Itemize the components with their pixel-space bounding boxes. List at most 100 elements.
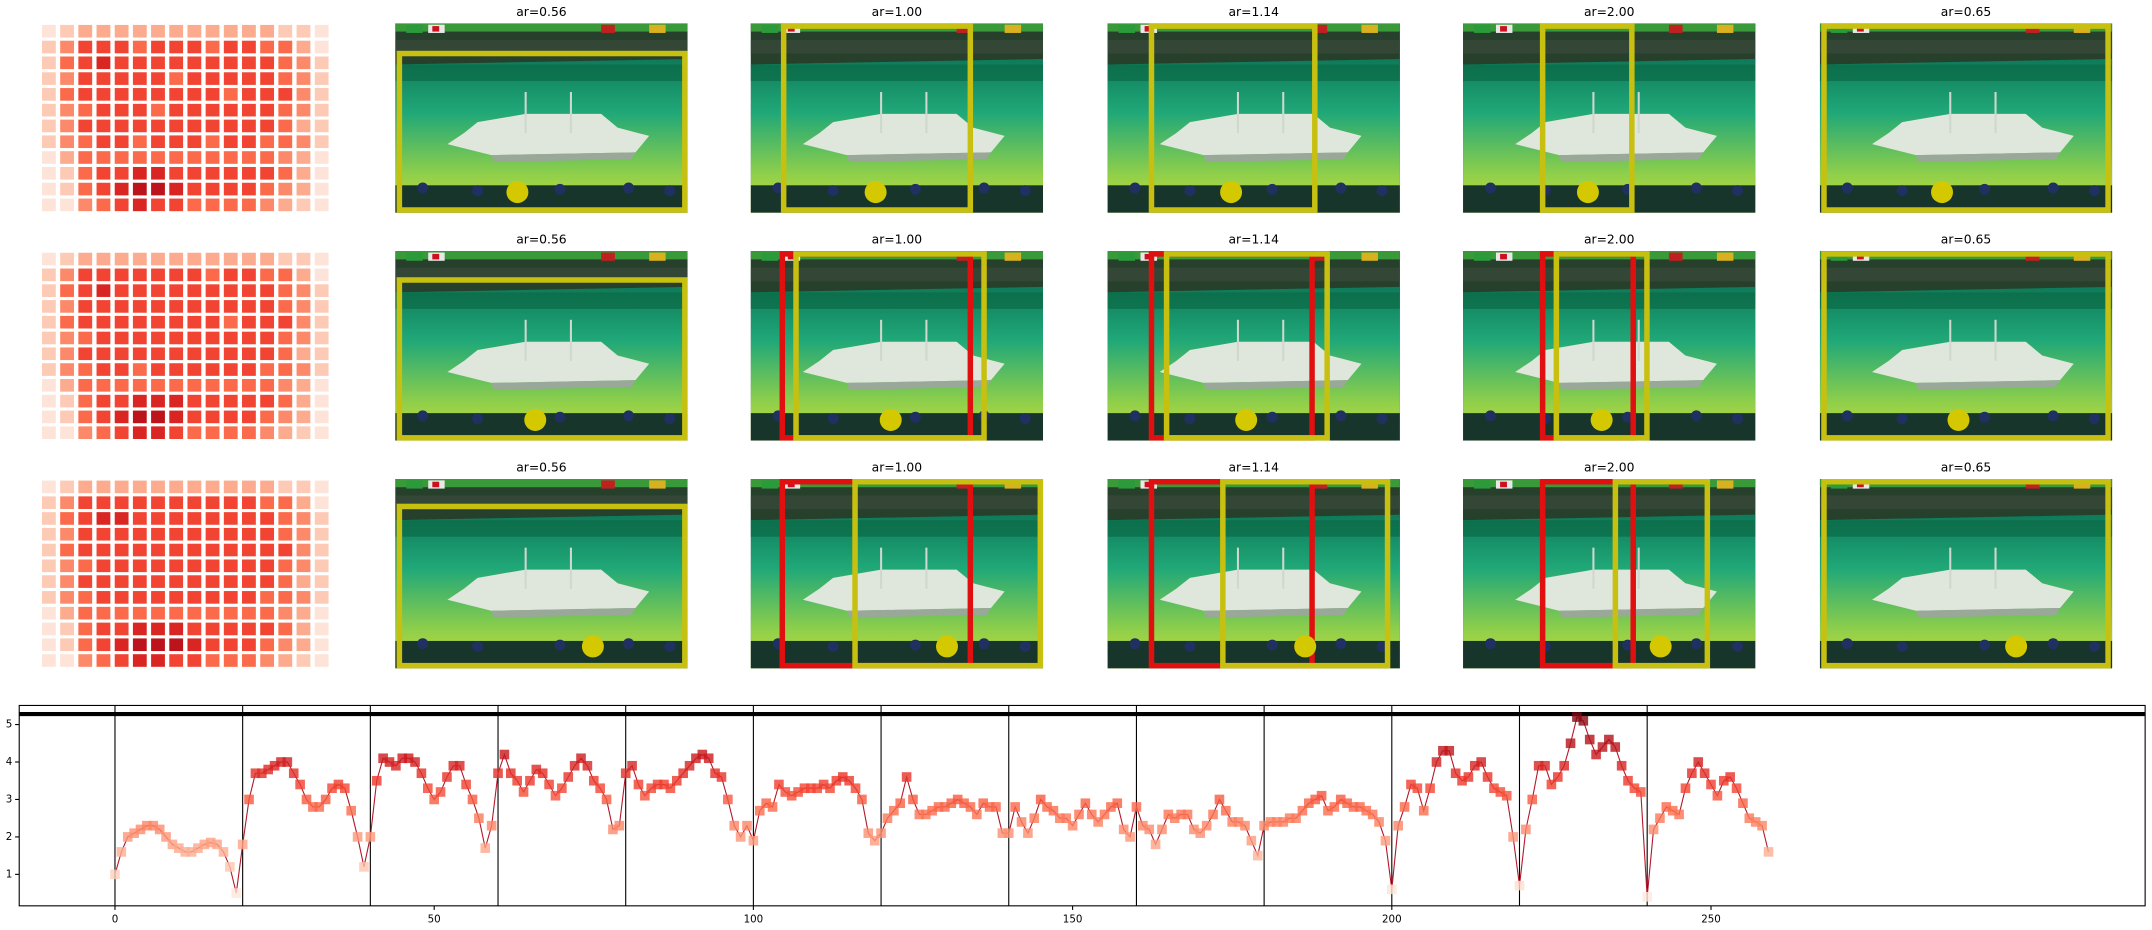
heatmap-cell	[132, 575, 147, 588]
heatmap-cell	[223, 496, 238, 509]
heatmap-cell	[60, 268, 74, 282]
heatmap-cell	[260, 347, 275, 361]
point	[1074, 809, 1084, 820]
heatmap-cell	[223, 119, 238, 133]
point	[1635, 787, 1646, 797]
marker-dot	[864, 181, 887, 204]
heatmap-cell	[151, 56, 165, 70]
point	[952, 794, 963, 805]
heatmap-cell	[242, 198, 256, 212]
heatmap-cell	[96, 363, 111, 376]
heatmap-cell	[169, 410, 184, 424]
point	[231, 888, 242, 898]
heatmap-cell	[296, 410, 311, 424]
point	[767, 802, 778, 812]
heatmap-cell	[41, 268, 56, 282]
heatmap-cell	[205, 379, 220, 392]
point	[1355, 802, 1365, 812]
heatmap-cell	[78, 151, 93, 164]
heatmap-cell	[242, 24, 256, 38]
point	[1744, 813, 1755, 823]
heatmap-cell	[223, 606, 238, 620]
point	[1035, 794, 1046, 805]
heatmap-cell	[60, 103, 74, 117]
heatmap-cell	[260, 40, 275, 54]
heatmap-cell	[41, 394, 56, 408]
heatmap-cell	[41, 379, 56, 392]
heatmap-cell	[296, 268, 311, 282]
point	[1169, 813, 1180, 823]
heatmap-cell	[78, 606, 93, 620]
heatmap-cell	[187, 559, 202, 573]
heatmap-cell	[314, 72, 329, 85]
point	[1157, 824, 1167, 835]
marker-dot	[506, 181, 529, 204]
point	[780, 787, 791, 797]
heatmap-cell	[296, 622, 311, 636]
panel-title: ar=1.14	[1228, 5, 1279, 19]
heatmap-cell	[242, 56, 256, 70]
heatmap-cell	[242, 394, 256, 408]
point	[1093, 817, 1103, 827]
heatmap-cell	[242, 496, 256, 509]
heatmap-cell	[314, 606, 329, 620]
heatmap-cell	[114, 394, 129, 408]
heatmap-cell	[205, 166, 220, 180]
heatmap-cell	[314, 394, 329, 408]
heatmap-cell	[205, 622, 220, 636]
point	[1291, 813, 1301, 823]
heatmap-cell	[41, 654, 56, 667]
heatmap-cell	[187, 166, 202, 180]
heatmap-cell	[223, 40, 238, 54]
heatmap-cell	[296, 72, 311, 85]
point	[525, 775, 535, 786]
point	[914, 809, 925, 820]
point	[678, 768, 688, 779]
heatmap-cell	[205, 527, 220, 541]
heatmap-cell	[114, 559, 129, 573]
heatmap-cell	[314, 331, 329, 345]
point	[1080, 798, 1091, 809]
point	[1693, 757, 1704, 767]
yellow-box	[1539, 23, 1635, 213]
heatmap-cell	[260, 363, 275, 376]
point	[282, 757, 293, 767]
heatmap-cell	[169, 56, 184, 70]
heatmap-cell	[78, 315, 93, 329]
heatmap-cell	[78, 575, 93, 588]
heatmap-cell	[114, 151, 129, 164]
point	[863, 828, 874, 838]
heatmap-cell	[296, 347, 311, 361]
heatmap-cell	[96, 182, 111, 196]
heatmap-cell	[223, 88, 238, 101]
heatmap-cell	[169, 103, 184, 117]
marker-dot	[1947, 409, 1970, 431]
marker-dot	[1576, 181, 1599, 204]
point	[1514, 880, 1525, 891]
heatmap-cell	[114, 135, 129, 149]
heatmap-cell	[296, 252, 311, 266]
heatmap-cell	[114, 24, 129, 38]
panel-title: ar=1.00	[872, 5, 923, 19]
point	[1042, 802, 1052, 812]
heatmap-cell	[278, 268, 293, 282]
heatmap-cell	[169, 24, 184, 38]
point	[448, 760, 459, 771]
heatmap-cell	[223, 198, 238, 212]
point	[608, 824, 618, 835]
point	[614, 820, 625, 831]
heatmap-cell	[223, 24, 238, 38]
heatmap-cell	[296, 480, 311, 494]
heatmap-cell	[169, 166, 184, 180]
point	[1144, 824, 1155, 835]
heatmap-cell	[187, 575, 202, 588]
heatmap-cell	[60, 347, 74, 361]
heatmap-cell	[78, 135, 93, 149]
heatmap-cell	[151, 575, 165, 588]
heatmap-cell	[114, 56, 129, 70]
heatmap-cell	[242, 331, 256, 345]
heatmap-cell	[314, 135, 329, 149]
heatmap-cell	[41, 426, 56, 439]
heatmap-cell	[41, 24, 56, 38]
point	[308, 802, 318, 812]
